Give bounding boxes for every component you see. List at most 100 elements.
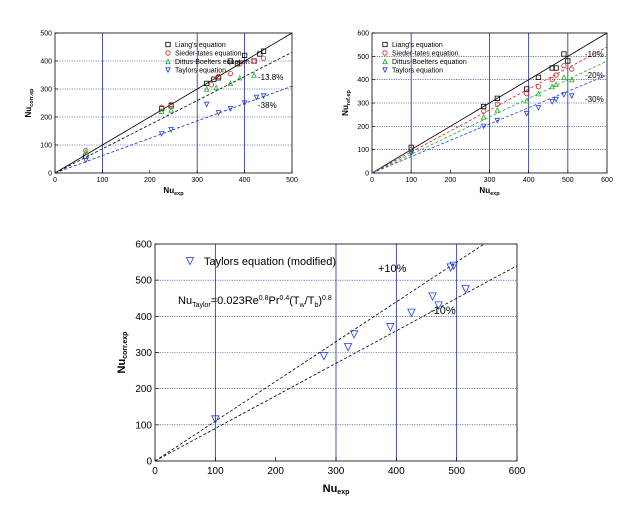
x-tick-label: 400: [239, 177, 251, 184]
y-axis-label-subscript: corr.exp: [122, 332, 129, 359]
data-point: [319, 352, 329, 361]
data-point: [82, 148, 89, 155]
data-point: [565, 58, 571, 64]
series-group: [211, 261, 470, 424]
legend-entry: Liang's equation: [392, 42, 443, 49]
data-point: [168, 127, 174, 133]
reference-line: [371, 60, 608, 174]
data-point: [569, 66, 575, 72]
equation-part: 0.8: [322, 295, 332, 302]
legend-marker: [165, 67, 171, 74]
y-tick-label: 100: [40, 143, 52, 150]
data-point: [257, 51, 263, 57]
legend-marker: [382, 67, 388, 74]
y-tick-label: 400: [40, 59, 52, 66]
data-point: [168, 101, 174, 108]
x-axis-label-subscript: exp: [337, 489, 349, 496]
data-point: [241, 52, 248, 59]
data-point: [535, 84, 542, 90]
y-tick-label: 0: [146, 457, 152, 468]
data-point: [494, 95, 500, 101]
legend-marker: [382, 50, 388, 56]
reference-line-label: -30%: [585, 95, 604, 104]
data-point: [158, 108, 165, 114]
chart-top-right: 0 100 200 300 400 500 600 0 100 200 300 400 500 600 Nu…: [341, 31, 613, 198]
data-point: [561, 51, 567, 57]
data-point: [168, 106, 174, 113]
data-point: [408, 150, 415, 157]
data-point: [524, 91, 530, 97]
legend-entry: Sieder-tates equation: [175, 51, 242, 58]
legend-marker: [382, 41, 388, 48]
data-point: [434, 301, 443, 310]
reference-line: [54, 32, 293, 174]
data-point: [159, 106, 165, 112]
data-point: [215, 75, 222, 81]
data-point: [203, 85, 210, 92]
series-group: [83, 55, 267, 154]
data-point: [82, 157, 89, 164]
data-point: [549, 99, 556, 105]
equation-part: 0.4: [280, 295, 290, 302]
data-point: [260, 93, 267, 100]
equation-part: b: [314, 302, 318, 309]
reference-line-label: -10%: [585, 50, 604, 59]
data-point: [553, 81, 559, 87]
data-point: [251, 58, 257, 64]
data-point: [561, 63, 567, 69]
y-tick-label: 300: [135, 348, 152, 359]
legend-marker: [165, 41, 171, 48]
y-tick-label: 300: [40, 87, 52, 94]
series-group: [82, 71, 257, 155]
data-point: [83, 148, 89, 154]
legend-marker: [382, 58, 388, 65]
data-point: [428, 292, 437, 301]
y-tick-label: 600: [135, 240, 152, 251]
data-point: [568, 93, 575, 100]
data-point: [535, 74, 542, 80]
legend-entry: Liang's equation: [175, 42, 226, 49]
series-group: [408, 92, 575, 157]
data-point: [549, 77, 555, 83]
data-point: [449, 261, 458, 271]
data-point: [549, 83, 556, 90]
data-point: [253, 94, 260, 101]
y-axis-label: Nucorr.exp: [116, 332, 129, 374]
x-axis-label: Nuexp: [479, 186, 500, 197]
data-point: [158, 131, 165, 137]
data-point: [535, 105, 542, 111]
y-tick-label: 200: [40, 115, 52, 122]
y-tick-label: 300: [357, 101, 369, 108]
x-tick-label: 100: [207, 466, 224, 477]
data-point: [343, 343, 353, 352]
y-tick-label: 200: [357, 124, 369, 131]
reference-line-label: +10%: [378, 263, 407, 275]
data-point: [523, 97, 530, 104]
data-point: [480, 123, 487, 130]
series-group: [408, 74, 575, 154]
y-tick-label: 500: [135, 276, 152, 287]
reference-line: [54, 51, 293, 174]
y-tick-label: 400: [135, 312, 152, 323]
x-tick-label: 100: [405, 177, 417, 184]
data-point: [481, 108, 487, 114]
chart-bottom: 0 100 200 300 400 500 600 0 100 200 300 400 500 600 Nu…: [116, 240, 526, 497]
reference-line-label: -10%: [430, 305, 456, 317]
x-tick-label: 600: [601, 177, 613, 184]
equation-annotation: NuTaylor=0.023Re0.8Pr0.4(Tw/Tb)0.8: [178, 295, 332, 309]
legend-marker: [165, 58, 171, 65]
data-point: [408, 147, 414, 153]
reference-line: [371, 46, 608, 174]
y-tick-label: 0: [48, 171, 52, 178]
equation-part: (T: [289, 295, 300, 307]
series-group: [82, 93, 267, 164]
data-point: [208, 82, 215, 88]
reference-line-label: -13.8%: [258, 73, 283, 82]
legend-entry: Dittus-Boelters equation: [175, 59, 250, 66]
data-point: [523, 110, 530, 117]
legend-entry: Taylors equation (modified): [204, 256, 336, 268]
x-tick-label: 400: [523, 177, 535, 184]
y-axis-label-subscript: corr.ep: [29, 88, 35, 107]
reference-line-label: -20%: [585, 71, 604, 80]
y-tick-label: 400: [357, 77, 369, 84]
